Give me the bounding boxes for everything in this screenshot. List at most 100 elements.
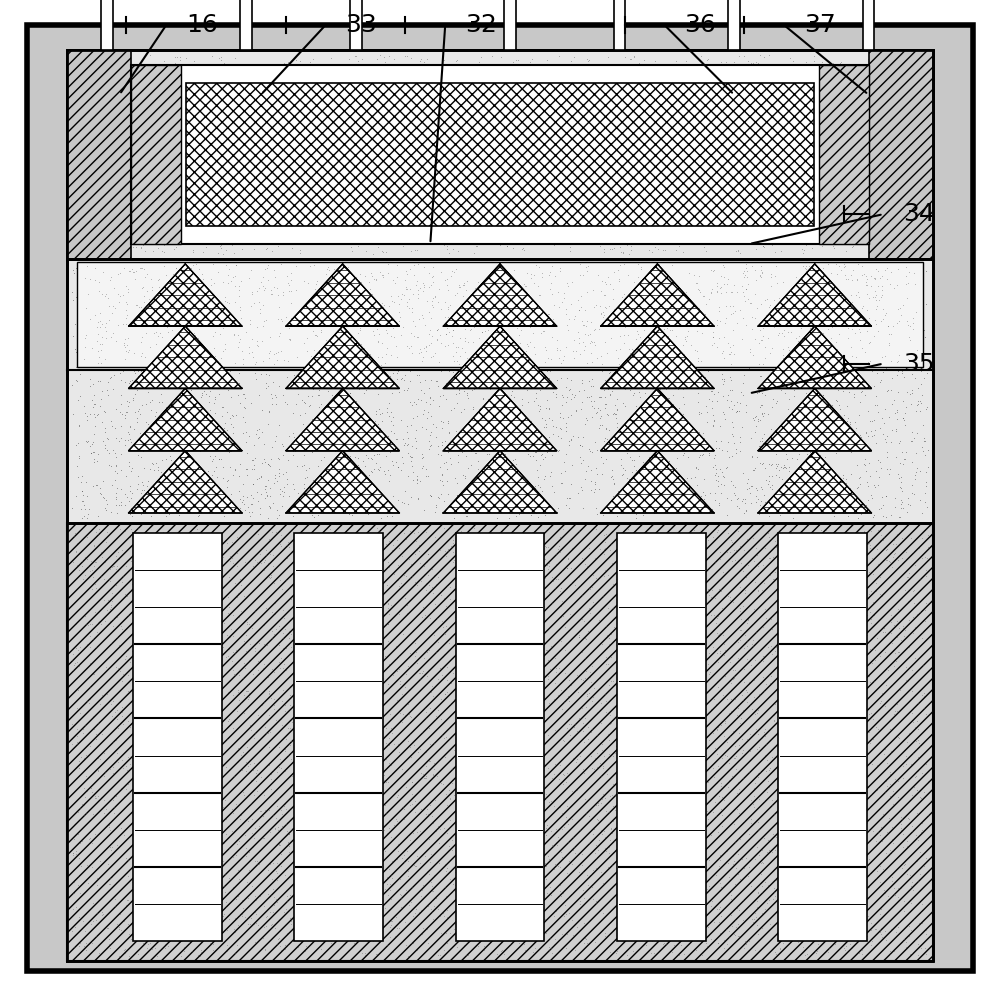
Point: [290, 781, 306, 797]
Point: [145, 243, 161, 259]
Point: [474, 709, 490, 725]
Point: [291, 725, 307, 741]
Point: [114, 122, 130, 137]
Point: [900, 569, 916, 585]
Point: [654, 228, 670, 244]
Point: [506, 212, 522, 228]
Point: [496, 605, 512, 621]
Point: [131, 315, 147, 331]
Point: [630, 627, 646, 643]
Point: [214, 498, 230, 514]
Point: [425, 259, 441, 275]
Point: [223, 389, 239, 405]
Point: [79, 342, 95, 358]
Point: [816, 338, 832, 354]
Point: [766, 173, 782, 189]
Point: [197, 419, 213, 435]
Point: [445, 851, 461, 867]
Point: [765, 259, 781, 275]
Point: [873, 123, 889, 138]
Point: [845, 262, 861, 278]
Point: [96, 183, 112, 199]
Point: [317, 479, 333, 495]
Point: [795, 283, 811, 299]
Point: [299, 439, 315, 455]
Point: [506, 748, 522, 764]
Point: [704, 77, 720, 93]
Point: [356, 108, 372, 124]
Point: [663, 135, 679, 151]
Point: [694, 194, 710, 210]
Point: [423, 138, 439, 154]
Point: [283, 300, 299, 316]
Point: [720, 271, 736, 287]
Point: [196, 532, 212, 548]
Point: [883, 614, 899, 629]
Point: [639, 390, 655, 406]
Point: [323, 299, 339, 315]
Point: [186, 334, 202, 350]
Point: [614, 260, 630, 276]
Point: [710, 200, 726, 216]
Point: [486, 279, 502, 295]
Point: [330, 279, 346, 295]
Point: [183, 461, 199, 477]
Point: [461, 122, 477, 137]
Point: [581, 541, 597, 557]
Point: [482, 400, 498, 416]
Point: [682, 264, 698, 280]
Point: [180, 542, 196, 558]
Point: [356, 385, 372, 401]
Point: [272, 838, 288, 854]
Point: [644, 495, 660, 511]
Point: [735, 189, 751, 205]
Point: [814, 54, 830, 70]
Point: [492, 853, 508, 869]
Point: [229, 589, 245, 605]
Point: [341, 430, 357, 446]
Point: [295, 574, 311, 590]
Point: [728, 113, 744, 128]
Point: [900, 496, 916, 512]
Point: [200, 373, 216, 388]
Point: [717, 410, 733, 426]
Point: [167, 840, 183, 856]
Point: [356, 308, 372, 324]
Point: [710, 609, 726, 624]
Point: [273, 528, 289, 544]
Point: [225, 607, 241, 622]
Point: [606, 302, 622, 318]
Point: [366, 461, 382, 477]
Point: [584, 372, 600, 387]
Point: [560, 889, 576, 905]
Point: [887, 545, 903, 561]
Point: [172, 630, 188, 646]
Point: [443, 268, 459, 284]
Point: [155, 622, 171, 638]
Point: [105, 558, 121, 574]
Point: [447, 882, 463, 898]
Point: [337, 352, 353, 368]
Point: [500, 618, 516, 633]
Point: [851, 304, 867, 320]
Point: [502, 751, 518, 767]
Point: [261, 683, 277, 699]
Point: [215, 77, 231, 93]
Point: [756, 724, 772, 740]
Point: [375, 371, 391, 386]
Point: [207, 376, 223, 392]
Point: [905, 321, 921, 337]
Point: [785, 597, 801, 613]
Point: [488, 471, 504, 487]
Point: [420, 302, 436, 318]
Point: [205, 936, 221, 952]
Point: [760, 222, 776, 238]
Point: [907, 351, 923, 367]
Point: [456, 382, 472, 398]
Point: [75, 487, 91, 503]
Point: [910, 182, 926, 198]
Point: [369, 75, 385, 91]
Point: [800, 343, 816, 359]
Point: [802, 225, 818, 241]
Point: [194, 715, 210, 731]
